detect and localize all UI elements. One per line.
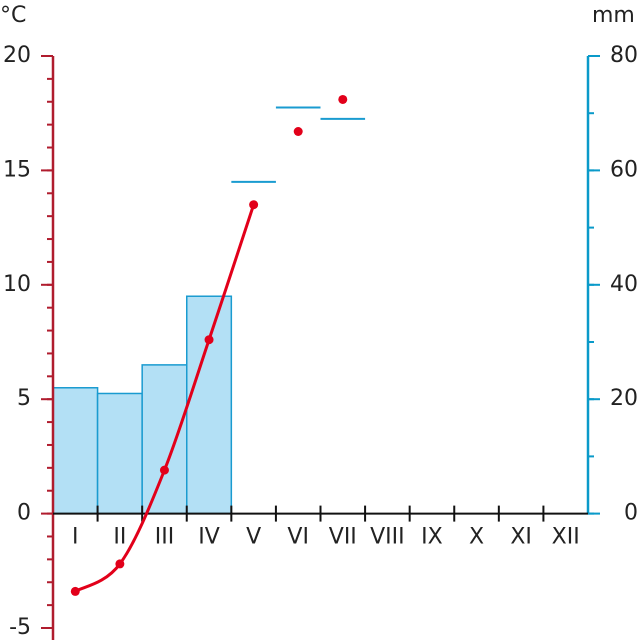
y2-tick-label: 0 xyxy=(624,501,638,526)
x-tick-label: IV xyxy=(198,525,220,550)
y-tick-label: 10 xyxy=(3,272,31,297)
y2-tick-label: 80 xyxy=(610,43,638,68)
temperature-point xyxy=(338,94,348,104)
x-tick-label: XII xyxy=(552,525,580,550)
x-tick-label: XI xyxy=(510,525,532,550)
y2-tick-label: 20 xyxy=(610,386,638,411)
x-tick-label: III xyxy=(155,525,174,550)
x-tick-label: I xyxy=(72,525,79,550)
y2-axis-label: mm xyxy=(592,3,635,28)
temperature-point xyxy=(70,586,80,596)
x-tick-label: X xyxy=(469,525,484,550)
y-tick-label: 15 xyxy=(3,157,31,182)
x-tick-label: VI xyxy=(287,525,309,550)
precipitation-bar xyxy=(141,364,188,515)
precipitation-bar xyxy=(186,295,233,515)
y-tick-label: 20 xyxy=(3,43,31,68)
temperature-point xyxy=(293,127,303,137)
x-tick-label: II xyxy=(113,525,126,550)
precipitation-bar xyxy=(52,387,99,515)
y-tick-label: 5 xyxy=(17,386,31,411)
y-tick-label: 0 xyxy=(17,501,31,526)
x-tick-label: IX xyxy=(421,525,443,550)
y-tick-label: -5 xyxy=(9,615,31,640)
y2-tick-label: 40 xyxy=(610,272,638,297)
temperature-point xyxy=(159,465,169,475)
temperature-point xyxy=(115,559,125,569)
precipitation-bar xyxy=(96,392,143,515)
x-tick-label: V xyxy=(246,525,261,550)
temperature-point xyxy=(249,200,259,210)
y2-tick-label: 60 xyxy=(610,157,638,182)
x-tick-label: VII xyxy=(329,525,357,550)
y-axis-label: °C xyxy=(0,3,26,28)
x-tick-label: VIII xyxy=(370,525,405,550)
temperature-point xyxy=(204,335,214,345)
temperature-line xyxy=(74,204,256,593)
